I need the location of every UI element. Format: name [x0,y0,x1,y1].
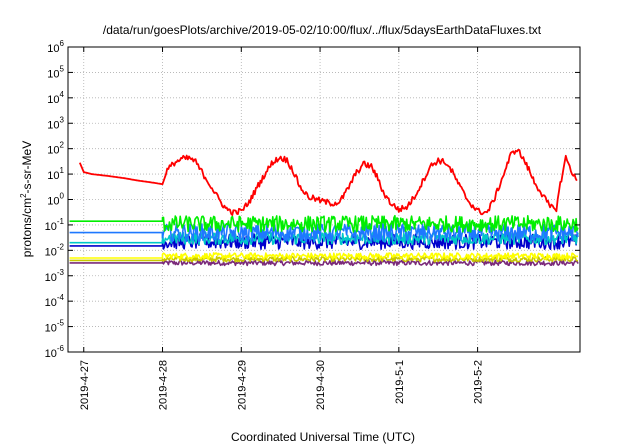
y-tick-label: 105 [47,64,64,80]
y-tick-label: 10-5 [45,319,65,335]
y-axis-label-exponent: 2 [19,193,28,198]
y-tick-label: 10-6 [45,344,65,360]
x-axis-label: Coordinated Universal Time (UTC) [231,430,415,444]
y-tick-label: 10-2 [45,242,65,258]
x-tick-label: 2019-5-1 [394,360,406,404]
series-line [69,255,579,263]
y-tick-label: 10-4 [45,293,65,309]
x-axis: 2019-4-27 2019-4-28 2019-4-29 2019-4-30 2019… [79,47,485,410]
series-lines [69,148,579,267]
x-tick-label: 2019-4-27 [79,360,91,410]
y-tick-label: 106 [47,39,64,55]
x-tick-label: 2019-4-29 [236,360,248,410]
series-line [78,148,578,216]
y-axis-label-part: protons/cm [20,198,34,257]
x-tick-label: 2019-4-30 [315,360,327,410]
series-line [69,259,579,267]
x-tick-label: 2019-4-28 [158,360,170,410]
series-line [69,252,579,260]
x-tick-label: 2019-5-2 [473,360,485,404]
y-tick-label: 102 [47,141,64,157]
y-tick-label: 101 [47,166,64,182]
y-axis-label-part: -s-sr-MeV [20,141,34,194]
y-tick-label: 103 [47,115,64,131]
chart-title: /data/run/goesPlots/archive/2019-05-02/1… [103,23,542,37]
series-line [69,214,579,233]
y-axis: 106 105 104 103 102 101 100 10-1 10-2 10-3 10-4 10-… [45,39,580,360]
y-tick-label: 104 [47,90,64,106]
y-tick-label: 10-1 [45,217,65,233]
y-tick-label: 100 [47,192,64,208]
y-tick-label: 10-3 [45,268,65,284]
y-axis-label: protons/cm2-s-sr-MeV [19,141,34,257]
